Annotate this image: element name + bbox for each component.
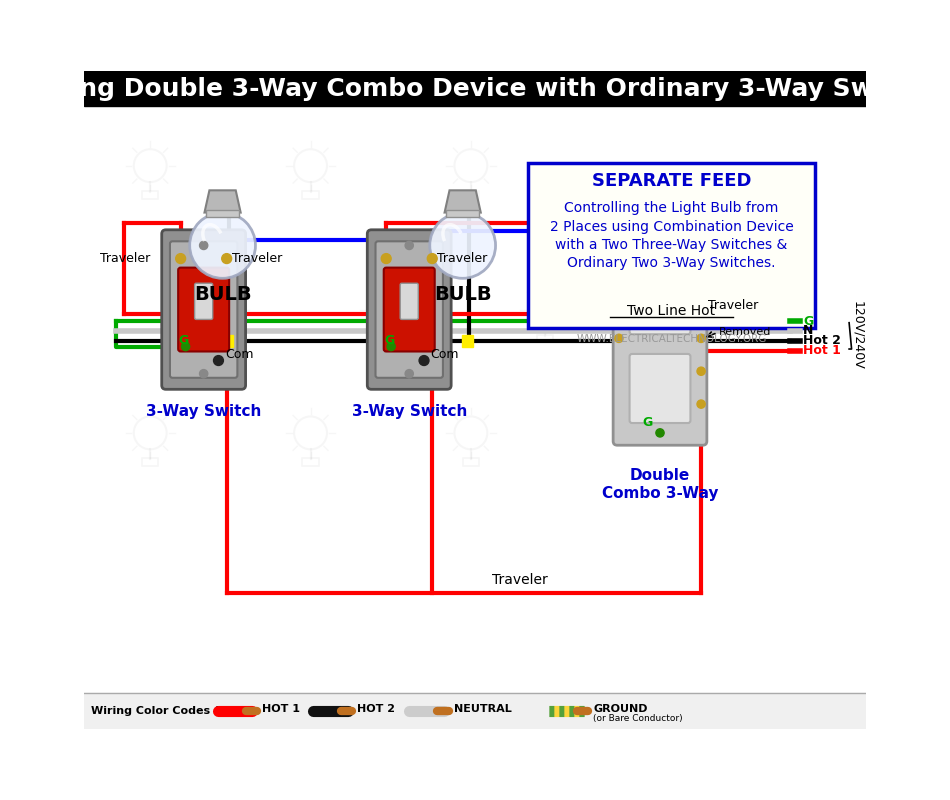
FancyBboxPatch shape xyxy=(195,283,213,319)
Text: NEUTRAL: NEUTRAL xyxy=(453,704,511,714)
Text: Hot 1: Hot 1 xyxy=(803,344,841,357)
Circle shape xyxy=(221,254,232,263)
Text: G: G xyxy=(642,416,653,429)
Text: Traveler: Traveler xyxy=(492,573,548,586)
Circle shape xyxy=(429,213,496,278)
Bar xyxy=(537,335,553,342)
Text: Com: Com xyxy=(225,348,254,362)
Text: G: G xyxy=(179,334,189,347)
Text: G: G xyxy=(803,314,813,327)
Text: Removed: Removed xyxy=(719,326,771,337)
Bar xyxy=(206,210,239,218)
FancyBboxPatch shape xyxy=(162,230,246,390)
FancyBboxPatch shape xyxy=(375,242,443,378)
Text: HOT 2: HOT 2 xyxy=(357,704,395,714)
Bar xyxy=(463,458,479,466)
Bar xyxy=(85,71,865,106)
Bar xyxy=(446,210,479,218)
Circle shape xyxy=(214,355,223,366)
Text: Hot 2: Hot 2 xyxy=(803,334,841,347)
FancyBboxPatch shape xyxy=(613,248,707,446)
Bar xyxy=(142,191,159,198)
Circle shape xyxy=(176,254,185,263)
Circle shape xyxy=(697,302,705,310)
Bar xyxy=(463,191,479,198)
Text: BULB: BULB xyxy=(434,285,491,304)
Text: SEPARATE FEED: SEPARATE FEED xyxy=(592,172,751,190)
Circle shape xyxy=(615,334,623,342)
Text: Ordinary Two 3-Way Switches.: Ordinary Two 3-Way Switches. xyxy=(567,256,776,270)
Circle shape xyxy=(387,342,395,350)
FancyBboxPatch shape xyxy=(528,163,814,328)
Circle shape xyxy=(656,429,664,437)
FancyBboxPatch shape xyxy=(630,265,691,334)
Circle shape xyxy=(405,242,413,250)
Bar xyxy=(302,191,319,198)
Bar xyxy=(221,335,234,346)
FancyBboxPatch shape xyxy=(630,354,691,423)
Text: Double
Combo 3-Way: Double Combo 3-Way xyxy=(601,468,718,501)
Polygon shape xyxy=(445,190,481,213)
Text: Wiring Color Codes (NEC): Wiring Color Codes (NEC) xyxy=(91,706,249,716)
Text: WWW.ELECTRICALTECHNOLOGY.ORG: WWW.ELECTRICALTECHNOLOGY.ORG xyxy=(577,334,767,344)
FancyBboxPatch shape xyxy=(384,268,435,351)
Circle shape xyxy=(405,370,413,378)
FancyBboxPatch shape xyxy=(179,268,229,351)
Text: GROUND: GROUND xyxy=(594,704,648,714)
Circle shape xyxy=(190,213,256,278)
Text: Traveler: Traveler xyxy=(437,252,487,265)
Bar xyxy=(302,458,319,466)
Text: BULB: BULB xyxy=(194,285,252,304)
Bar xyxy=(142,458,159,466)
Circle shape xyxy=(697,273,705,281)
Circle shape xyxy=(428,254,437,263)
FancyBboxPatch shape xyxy=(400,283,418,319)
FancyBboxPatch shape xyxy=(368,230,451,390)
Bar xyxy=(85,693,865,729)
Text: with a Two Three-Way Switches &: with a Two Three-Way Switches & xyxy=(556,238,788,251)
Bar xyxy=(376,335,392,342)
Circle shape xyxy=(200,370,208,378)
Text: HOT 1: HOT 1 xyxy=(262,704,300,714)
FancyBboxPatch shape xyxy=(170,242,238,378)
Text: Traveler: Traveler xyxy=(232,252,282,265)
Polygon shape xyxy=(204,190,240,213)
Text: 3-Way Switch: 3-Way Switch xyxy=(146,404,261,419)
Text: Wiring Double 3-Way Combo Device with Ordinary 3-Way Switch: Wiring Double 3-Way Combo Device with Or… xyxy=(23,77,927,101)
Bar xyxy=(462,335,473,346)
Text: Com: Com xyxy=(430,348,459,362)
Circle shape xyxy=(381,254,391,263)
Text: Traveler: Traveler xyxy=(708,299,758,312)
Text: Controlling the Light Bulb from: Controlling the Light Bulb from xyxy=(564,202,779,215)
Circle shape xyxy=(200,242,208,250)
Text: 3-Way Switch: 3-Way Switch xyxy=(352,404,466,419)
Circle shape xyxy=(697,334,705,342)
Text: Traveler: Traveler xyxy=(100,252,150,265)
Circle shape xyxy=(181,342,190,350)
Text: G: G xyxy=(384,334,394,347)
Text: N: N xyxy=(803,325,813,338)
Text: 2 Places using Combination Device: 2 Places using Combination Device xyxy=(550,219,793,234)
Bar xyxy=(216,335,233,342)
Text: 120V/240V: 120V/240V xyxy=(851,302,864,370)
Text: Two Line Hot: Two Line Hot xyxy=(627,304,715,318)
Circle shape xyxy=(419,355,429,366)
Text: (or Bare Conductor): (or Bare Conductor) xyxy=(594,714,683,722)
Circle shape xyxy=(697,400,705,408)
Circle shape xyxy=(697,367,705,375)
